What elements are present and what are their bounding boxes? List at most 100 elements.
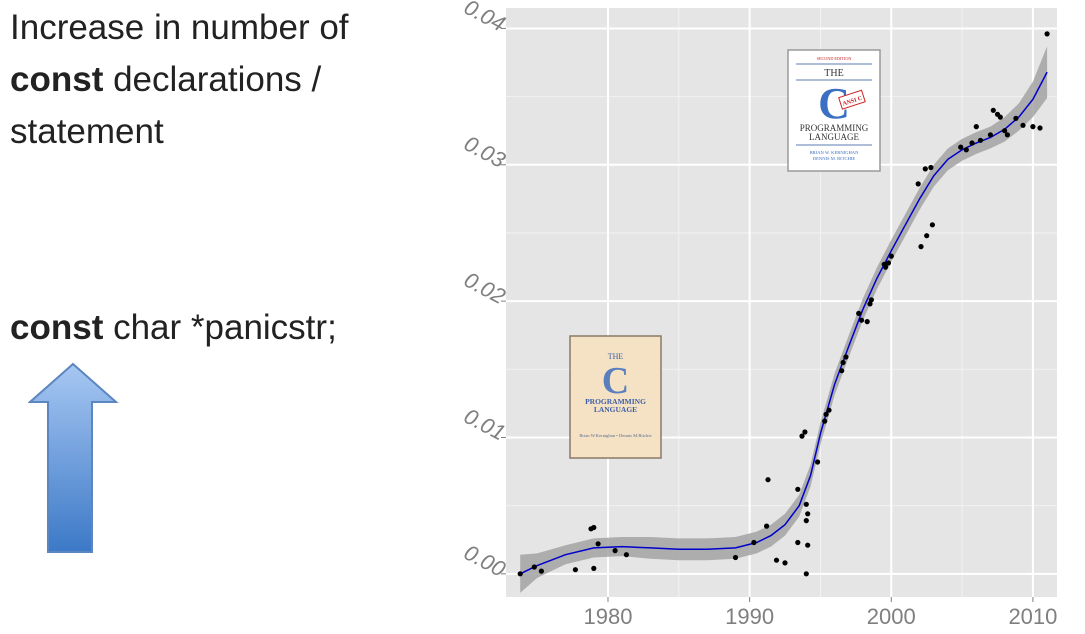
data-point: [987, 132, 994, 138]
data-point: [795, 486, 801, 492]
data-point: [822, 418, 828, 424]
data-point: [997, 114, 1003, 120]
heading-const-keyword: const: [10, 60, 104, 99]
data-point: [591, 565, 597, 572]
data-point: [1004, 132, 1011, 138]
code-declaration: char *panicstr;: [103, 308, 337, 347]
y-tick-label: 0.01: [460, 403, 510, 445]
data-point: [1013, 115, 1019, 121]
y-tick-label: 0.00: [460, 540, 510, 583]
data-point: [1037, 125, 1043, 131]
data-point: [928, 164, 934, 171]
x-tick-label: 2010: [1008, 604, 1057, 629]
data-point: [805, 542, 811, 548]
book-new-title-programming: PROGRAMMING: [800, 123, 869, 133]
data-point: [969, 140, 975, 146]
data-point: [803, 518, 809, 524]
data-point: [977, 137, 984, 143]
data-point: [840, 359, 846, 366]
data-point: [922, 166, 928, 172]
data-point: [885, 260, 892, 266]
book-cover-first-edition: THE C PROGRAMMING LANGUAGE Brian W.Kerni…: [569, 335, 662, 459]
book-cover-second-edition: SECOND EDITION THE C ANSI C PROGRAMMING …: [787, 49, 881, 172]
code-example: const char *panicstr;: [10, 306, 430, 350]
data-point: [1020, 122, 1026, 128]
plot-panel: [506, 8, 1057, 597]
y-tick-label: 0.03: [460, 131, 510, 174]
data-point: [751, 539, 757, 546]
data-points: [517, 31, 1050, 577]
data-point: [799, 433, 805, 439]
data-point: [782, 560, 788, 566]
data-point: [795, 539, 801, 546]
data-point: [867, 301, 873, 307]
trend-line: [519, 71, 1048, 575]
data-point: [802, 429, 808, 435]
data-point: [595, 541, 601, 547]
data-point: [591, 524, 597, 531]
data-point: [958, 144, 964, 150]
data-point: [990, 107, 996, 113]
code-const-keyword: const: [10, 308, 104, 347]
book-old-title-language: LANGUAGE: [594, 405, 637, 414]
data-point: [538, 568, 545, 574]
heading-line-2: const declarations /: [10, 54, 430, 106]
heading-line-1: Increase in number of: [10, 8, 349, 47]
y-tick-label: 0.04: [460, 0, 510, 36]
data-point: [883, 264, 889, 270]
x-tick-label: 1990: [725, 604, 774, 629]
data-point: [815, 459, 821, 465]
data-point: [918, 244, 924, 250]
y-axis-ticks: 0.00 0.01 0.02 0.03 0.04: [460, 0, 510, 582]
slide-heading: Increase in number of const declarations…: [10, 2, 430, 158]
data-point: [517, 571, 523, 577]
book-new-title-the: THE: [824, 68, 843, 79]
data-point: [1002, 128, 1008, 134]
data-point: [864, 319, 870, 325]
data-point: [888, 253, 894, 259]
data-point: [612, 548, 618, 554]
data-point: [924, 233, 930, 239]
data-point: [856, 310, 862, 316]
data-point: [623, 552, 630, 558]
data-point: [765, 477, 771, 483]
data-point: [1030, 124, 1036, 130]
book-old-title-programming: PROGRAMMING: [585, 397, 646, 406]
up-arrow-icon: [28, 362, 119, 553]
data-point: [572, 567, 579, 573]
book-new-edition: SECOND EDITION: [817, 56, 852, 61]
book-old-c-letter: C: [602, 360, 629, 402]
data-point: [803, 501, 809, 507]
book-old-title-the: THE: [608, 352, 624, 361]
data-point: [915, 181, 921, 187]
data-point: [803, 571, 809, 577]
data-point: [963, 147, 969, 153]
trend-line-path: [519, 71, 1048, 575]
x-tick-label: 1980: [584, 604, 633, 629]
book-new-author-2: DENNIS M. RITCHIE: [813, 156, 856, 161]
book-old-authors: Brian W.Kernighan • Dennis M.Ritchie: [579, 433, 651, 438]
data-point: [805, 511, 811, 517]
data-point: [868, 297, 875, 303]
x-axis-ticks: 1980 1990 2000 2010: [584, 597, 1057, 629]
data-point: [839, 368, 845, 374]
book-new-title-language: LANGUAGE: [809, 132, 859, 142]
heading-line-3: statement: [10, 112, 164, 151]
data-point: [764, 523, 770, 529]
data-point: [531, 564, 537, 570]
data-point: [973, 124, 979, 130]
data-point: [929, 222, 936, 228]
data-point: [843, 354, 849, 360]
data-point: [732, 554, 739, 561]
book-new-ansi-badge: ANSI C: [842, 96, 863, 108]
data-point: [773, 557, 780, 563]
data-point: [823, 411, 829, 417]
heading-line-2-rest: declarations /: [103, 60, 322, 99]
data-point: [858, 317, 865, 323]
data-point: [826, 407, 832, 413]
data-point: [1044, 31, 1050, 37]
y-tick-label: 0.02: [460, 267, 510, 309]
x-tick-label: 2000: [867, 604, 916, 629]
book-new-author-1: BRIAN W. KERNIGHAN: [810, 150, 860, 155]
